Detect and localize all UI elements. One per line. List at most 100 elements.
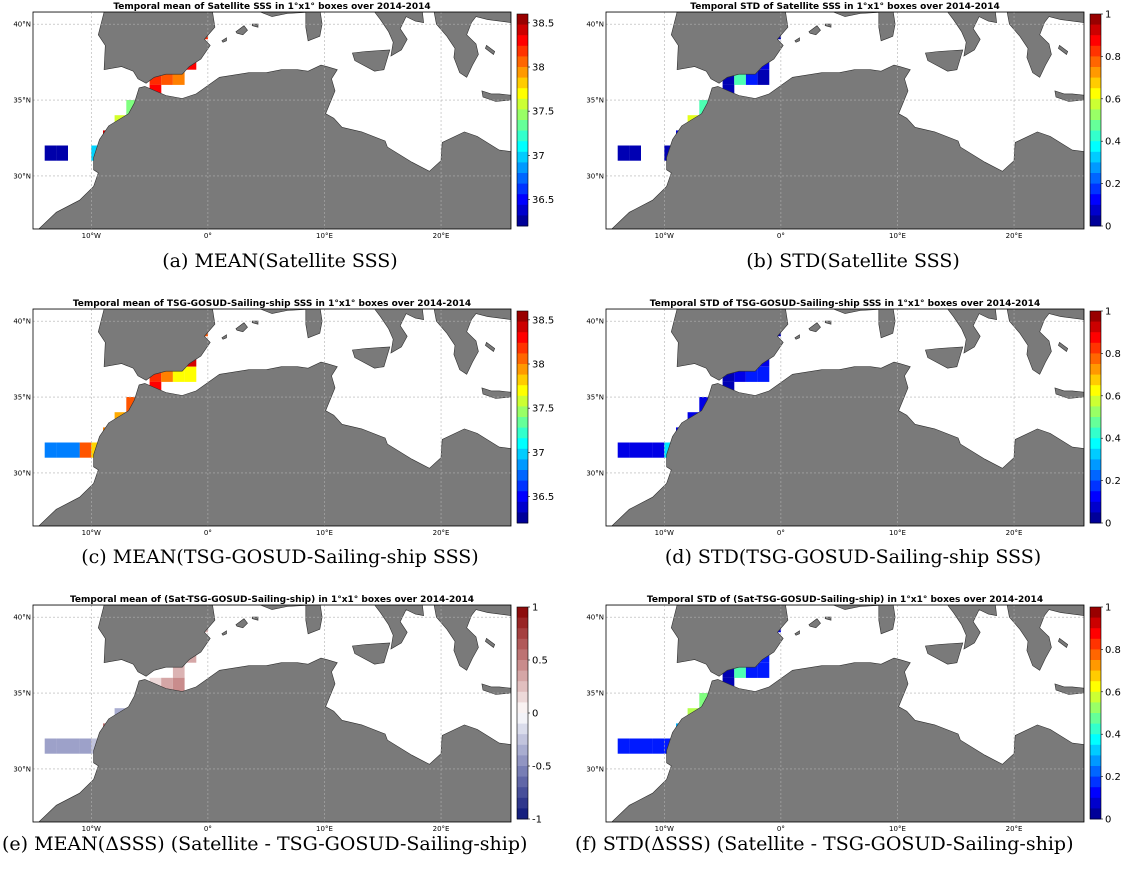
- land-rhodes: [532, 672, 537, 680]
- land-europe: [33, 309, 511, 381]
- colorbar-swatch: [517, 151, 528, 163]
- colorbar-swatch: [517, 120, 528, 131]
- colorbar-swatch: [517, 681, 528, 693]
- colorbar-swatch: [517, 194, 528, 206]
- colorbar-tick-label: 38.5: [532, 18, 554, 29]
- colorbar-swatch: [517, 88, 528, 100]
- caption-b: (b) STD(Satellite SSS): [746, 250, 960, 272]
- grid-cell: [629, 442, 641, 458]
- colorbar-tick-label: 0.6: [1105, 391, 1121, 402]
- land-africa: [33, 657, 511, 822]
- colorbar-swatch: [1090, 459, 1101, 471]
- land-crete: [1054, 387, 1084, 399]
- colorbar-swatch: [1090, 183, 1101, 195]
- land-europe: [606, 309, 1084, 381]
- colorbar-swatch: [517, 406, 528, 418]
- colorbar-swatch: [1090, 385, 1101, 397]
- grid-cell: [652, 442, 665, 458]
- colorbar-swatch: [517, 755, 528, 767]
- colorbar-swatch: [1090, 311, 1101, 322]
- grid-cell: [722, 662, 735, 678]
- x-tick-label: 10°W: [82, 825, 101, 833]
- panel-title-e: Temporal mean of (Sat-TSG-GOSUD-Sailing-…: [69, 595, 475, 605]
- colorbar-swatch: [517, 787, 528, 799]
- grid-cell: [172, 366, 185, 382]
- land-sardinia: [305, 605, 323, 635]
- colorbar-swatch: [1090, 321, 1101, 333]
- land-sardinia: [878, 12, 896, 42]
- land-africa: [606, 64, 1084, 229]
- grid-cell: [68, 738, 80, 754]
- caption-a: (a) MEAN(Satellite SSS): [162, 250, 398, 272]
- colorbar-swatch: [517, 459, 528, 471]
- colorbar-tick-label: 1: [1105, 603, 1111, 614]
- colorbar-swatch: [517, 713, 528, 724]
- colorbar-swatch: [1090, 14, 1101, 25]
- map-frame: [605, 604, 1085, 823]
- land-rhodes: [1105, 376, 1110, 384]
- colorbar-swatch: [1090, 501, 1101, 513]
- y-tick-label: 40°N: [13, 318, 31, 326]
- land-peloIsle: [485, 637, 496, 648]
- y-tick-label: 40°N: [13, 21, 31, 29]
- colorbar-tick-label: 0.2: [1105, 476, 1121, 487]
- colorbar-swatch: [517, 321, 528, 333]
- colorbar-swatch: [1090, 808, 1101, 820]
- colorbar-swatch: [1090, 723, 1101, 735]
- grid-cell: [734, 69, 746, 85]
- map-frame: [32, 604, 512, 823]
- colorbar-tick-label: 0.6: [1105, 94, 1121, 105]
- land-crete: [481, 387, 511, 399]
- land-sardinia: [305, 309, 323, 339]
- colorbar-frame: [1089, 310, 1102, 524]
- colorbar-swatch: [517, 723, 528, 735]
- x-tick-label: 10°W: [655, 529, 674, 537]
- x-tick-label: 0°: [777, 232, 785, 240]
- colorbar-swatch: [517, 385, 528, 397]
- x-tick-label: 0°: [204, 825, 212, 833]
- colorbar-tick-label: 36.5: [532, 492, 554, 503]
- y-tick-label: 35°N: [13, 394, 31, 402]
- colorbar-swatch: [517, 14, 528, 25]
- land-rhodes: [1105, 79, 1110, 87]
- grid-cell: [161, 677, 173, 693]
- colorbar-swatch: [517, 438, 528, 450]
- colorbar-swatch: [517, 702, 528, 714]
- colorbar-swatch: [1090, 744, 1101, 756]
- y-tick-label: 40°N: [586, 21, 604, 29]
- colorbar-swatch: [1090, 374, 1101, 386]
- colorbar-frame: [1089, 13, 1102, 227]
- land-peloIsle: [485, 341, 496, 352]
- grid-cell: [56, 738, 68, 754]
- colorbar-swatch: [1090, 24, 1101, 36]
- land-sicily: [352, 346, 391, 369]
- land-rhodes: [1105, 672, 1110, 680]
- land-europe: [606, 605, 1084, 677]
- grid-cell: [722, 366, 735, 382]
- colorbar-swatch: [517, 649, 528, 661]
- colorbar-tick-label: 38: [532, 360, 545, 371]
- colorbar-swatch: [1090, 470, 1101, 481]
- grid-cell: [641, 442, 653, 458]
- map-panel-b: 10°W 0° 10°E 20°E 40°N 35°N 30°N 1 0.8 0.6 0.4 0.2 0: [586, 10, 1121, 241]
- panel-title-c: Temporal mean of TSG-GOSUD-Sailing-ship …: [72, 299, 472, 309]
- land-peloIsle: [1058, 637, 1069, 648]
- grid-cell: [149, 69, 162, 85]
- land-menorca: [251, 23, 259, 28]
- caption-d: (d) STD(TSG-GOSUD-Sailing-ship SSS): [664, 546, 1042, 568]
- y-tick-label: 30°N: [586, 765, 604, 773]
- x-tick-label: 20°E: [433, 825, 450, 833]
- x-tick-label: 20°E: [433, 232, 450, 240]
- x-tick-label: 10°W: [82, 232, 101, 240]
- colorbar-swatch: [517, 766, 528, 777]
- colorbar-swatch: [517, 638, 528, 650]
- grid-cell: [44, 145, 57, 161]
- land-madeira: [7, 726, 13, 729]
- colorbar-frame: [516, 310, 529, 524]
- colorbar-swatch: [517, 98, 528, 110]
- land-menorca: [251, 320, 259, 325]
- colorbar-swatch: [517, 417, 528, 428]
- land-ibiza: [794, 37, 800, 43]
- y-tick-label: 30°N: [13, 469, 31, 477]
- land-mallorca: [235, 618, 248, 629]
